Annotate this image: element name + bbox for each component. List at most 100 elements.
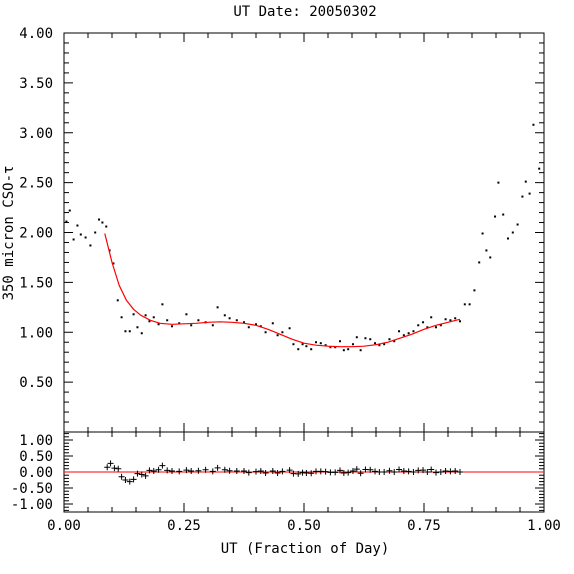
data-point	[276, 334, 279, 337]
data-point	[426, 326, 429, 329]
residual-point	[269, 468, 276, 475]
data-point	[235, 319, 238, 322]
data-point	[310, 348, 313, 351]
residual-axes: 1.000.500.00-0.50-1.000.00 0.25 0.50 0.75 1.…	[11, 432, 561, 534]
data-point	[89, 244, 92, 247]
data-point	[105, 225, 108, 228]
top-axes: 0.50 1.00 1.50 2.00 2.50 3.00 3.50 4.00	[19, 26, 545, 433]
residual-point	[420, 467, 427, 474]
residual-point	[257, 468, 264, 475]
x-tick-label: 0.00	[47, 518, 81, 534]
residual-point	[142, 472, 149, 479]
residual-point	[308, 470, 315, 477]
residual-point	[353, 466, 360, 473]
data-point	[144, 314, 147, 317]
data-point	[112, 262, 115, 265]
data-point	[247, 326, 250, 329]
data-point	[301, 343, 304, 346]
residual-point	[295, 470, 302, 477]
data-point	[497, 181, 500, 184]
data-point	[355, 336, 358, 339]
residual-point	[367, 466, 374, 473]
res-y-tick-label: -0.50	[11, 481, 53, 497]
residual-point	[349, 468, 356, 475]
residual-point	[391, 469, 398, 475]
residual-point	[405, 468, 412, 475]
x-tick-label: 0.75	[407, 518, 441, 534]
residual-point	[164, 467, 171, 474]
res-y-tick-label: -1.00	[11, 497, 53, 513]
top-y-tick-label: 1.00	[19, 325, 53, 341]
data-point	[190, 324, 193, 327]
residual-point	[202, 466, 209, 473]
residual-point	[169, 468, 175, 475]
data-point	[388, 338, 391, 341]
data-point	[101, 221, 104, 224]
data-point	[288, 327, 291, 330]
top-plot-frame	[63, 32, 545, 433]
top-y-tick-label: 2.00	[19, 226, 53, 242]
data-point	[166, 319, 169, 322]
residual-point	[130, 476, 137, 483]
data-point	[378, 344, 381, 347]
data-point	[364, 337, 367, 340]
residual-point	[176, 468, 183, 475]
residual-point	[433, 469, 439, 476]
top-y-tick-label: 2.50	[19, 176, 53, 192]
residual-point	[107, 460, 114, 467]
data-point	[473, 289, 476, 292]
data-point	[161, 303, 164, 306]
residual-point	[122, 477, 129, 483]
data-point	[98, 218, 101, 221]
residual-point	[332, 469, 339, 476]
top-y-tick-label: 4.00	[19, 26, 53, 42]
data-point	[489, 256, 492, 259]
data-point	[68, 209, 71, 212]
data-point	[417, 324, 420, 327]
data-point	[339, 340, 341, 343]
residual-point	[209, 468, 216, 475]
data-point	[178, 322, 181, 325]
data-point	[255, 323, 257, 326]
data-point	[79, 233, 82, 236]
data-point	[315, 341, 317, 344]
data-point	[228, 317, 231, 320]
data-point	[116, 299, 119, 302]
data-point	[305, 345, 308, 348]
data-point	[398, 330, 401, 333]
top-y-tick-label: 3.00	[19, 126, 53, 142]
x-axis-label: UT (Fraction of Day)	[221, 541, 390, 557]
data-point	[334, 346, 337, 349]
data-point	[292, 343, 295, 346]
data-point	[468, 303, 471, 306]
data-point	[478, 261, 481, 264]
data-point	[197, 319, 200, 322]
data-point	[157, 323, 160, 326]
data-point	[351, 343, 354, 346]
residual-point	[381, 469, 388, 475]
data-point	[211, 324, 214, 327]
data-point	[521, 195, 524, 198]
residual-point	[428, 466, 435, 473]
residual-point	[279, 468, 286, 475]
residual-point	[424, 469, 431, 475]
data-point	[223, 314, 226, 317]
x-tick-label: 1.00	[527, 518, 561, 534]
data-point	[485, 249, 488, 252]
residual-point	[345, 469, 352, 476]
residual-point	[226, 467, 233, 474]
residual-point	[183, 467, 190, 474]
residual-point	[188, 468, 195, 475]
data-point	[383, 343, 386, 346]
residual-point	[159, 462, 166, 469]
residual-point	[134, 470, 141, 477]
data-point	[132, 313, 135, 316]
data-point	[185, 313, 188, 316]
residual-point	[104, 464, 111, 471]
data-point	[454, 317, 457, 320]
residual-point	[146, 467, 153, 474]
data-point	[430, 316, 433, 319]
residual-point	[126, 478, 133, 485]
data-point	[120, 316, 123, 319]
